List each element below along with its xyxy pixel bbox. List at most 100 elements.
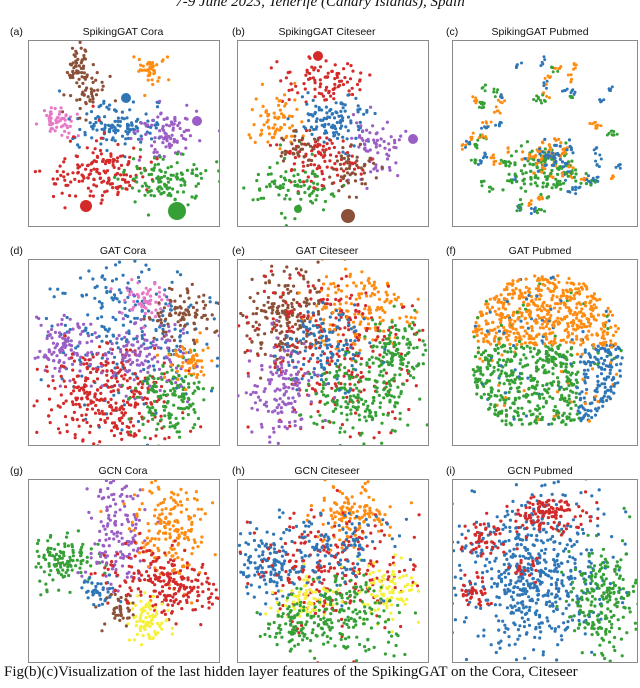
scatter-point bbox=[325, 343, 329, 347]
scatter-point bbox=[318, 382, 322, 387]
scatter-point bbox=[398, 316, 402, 320]
scatter-point bbox=[387, 142, 391, 146]
scatter-point bbox=[309, 345, 313, 349]
scatter-point bbox=[596, 363, 600, 367]
scatter-point bbox=[192, 321, 196, 325]
scatter-point bbox=[333, 395, 337, 400]
scatter-point bbox=[95, 377, 100, 381]
scatter-point bbox=[364, 419, 368, 423]
scatter-point bbox=[380, 345, 384, 349]
scatter-point bbox=[66, 172, 70, 176]
plot-spikinggat-cora bbox=[28, 40, 220, 227]
scatter-point bbox=[337, 342, 341, 346]
scatter-point bbox=[275, 127, 279, 131]
scatter-point bbox=[72, 66, 76, 70]
scatter-point bbox=[167, 286, 171, 290]
scatter-point bbox=[344, 301, 348, 305]
plot-spikinggat-pubmed bbox=[452, 40, 638, 227]
scatter-point bbox=[188, 366, 192, 370]
scatter-point bbox=[302, 315, 306, 319]
scatter-point bbox=[158, 185, 162, 189]
scatter-point bbox=[487, 396, 491, 400]
scatter-point bbox=[556, 69, 560, 73]
scatter-point bbox=[63, 129, 67, 133]
scatter-point bbox=[173, 327, 177, 331]
scatter-point bbox=[588, 360, 593, 365]
scatter-point bbox=[355, 336, 359, 340]
scatter-point bbox=[133, 397, 137, 401]
scatter-point bbox=[174, 381, 178, 385]
scatter-point bbox=[38, 349, 42, 353]
scatter-point bbox=[173, 323, 177, 327]
scatter-point bbox=[51, 379, 55, 383]
scatter-point bbox=[481, 156, 485, 160]
scatter-point bbox=[348, 173, 352, 177]
scatter-point bbox=[107, 350, 111, 354]
scatter-point bbox=[384, 371, 388, 375]
scatter-point bbox=[536, 289, 541, 293]
scatter-point bbox=[408, 340, 412, 344]
scatter-point bbox=[535, 94, 539, 98]
scatter-point bbox=[116, 177, 120, 181]
scatter-point bbox=[309, 316, 313, 320]
scatter-point bbox=[539, 158, 543, 162]
scatter-point bbox=[149, 67, 153, 71]
scatter-point bbox=[319, 336, 323, 340]
scatter-point bbox=[360, 182, 364, 186]
scatter-point bbox=[50, 336, 54, 340]
scatter-point bbox=[397, 395, 401, 399]
scatter-point bbox=[118, 419, 122, 423]
scatter-point bbox=[551, 396, 555, 400]
scatter-point bbox=[81, 81, 85, 85]
scatter-point bbox=[80, 396, 84, 400]
scatter-point bbox=[291, 343, 295, 347]
scatter-point bbox=[559, 294, 563, 298]
scatter-point bbox=[367, 311, 371, 315]
scatter-point bbox=[75, 351, 79, 356]
scatter-point bbox=[132, 146, 136, 150]
scatter-point bbox=[349, 345, 353, 349]
scatter-point bbox=[70, 416, 74, 420]
scatter-point bbox=[152, 166, 156, 170]
scatter-point bbox=[485, 155, 489, 159]
scatter-point bbox=[321, 148, 325, 152]
scatter-point bbox=[102, 128, 106, 132]
scatter-point bbox=[185, 287, 189, 291]
scatter-point bbox=[136, 117, 140, 121]
scatter-point bbox=[346, 318, 350, 322]
scatter-point bbox=[568, 412, 572, 416]
scatter-point bbox=[551, 366, 555, 370]
scatter-point bbox=[317, 301, 321, 306]
scatter-point bbox=[58, 384, 62, 388]
scatter-point bbox=[598, 153, 602, 157]
scatter-point bbox=[473, 324, 477, 328]
scatter-point bbox=[376, 326, 380, 330]
scatter-point bbox=[130, 278, 134, 282]
scatter-point bbox=[106, 329, 110, 333]
scatter-point bbox=[393, 324, 397, 328]
scatter-point bbox=[378, 322, 382, 326]
scatter-point bbox=[169, 173, 173, 177]
scatter-point bbox=[355, 163, 359, 167]
scatter-point bbox=[527, 153, 532, 157]
scatter-point bbox=[358, 120, 362, 124]
scatter-point bbox=[285, 329, 289, 334]
scatter-point bbox=[103, 327, 108, 332]
scatter-point bbox=[85, 362, 89, 366]
scatter-point bbox=[599, 157, 603, 161]
scatter-point bbox=[140, 396, 144, 400]
scatter-point bbox=[290, 302, 294, 306]
scatter-point bbox=[512, 402, 516, 406]
scatter-point bbox=[550, 186, 554, 190]
scatter-point bbox=[386, 349, 390, 353]
scatter-point bbox=[137, 390, 141, 394]
scatter-point bbox=[151, 318, 155, 322]
scatter-point bbox=[362, 112, 366, 116]
scatter-point bbox=[62, 175, 66, 179]
scatter-point bbox=[354, 329, 358, 333]
scatter-point bbox=[98, 176, 102, 180]
scatter-point bbox=[322, 282, 326, 286]
scatter-point bbox=[248, 337, 252, 341]
scatter-point bbox=[201, 300, 205, 304]
scatter-point bbox=[339, 405, 343, 409]
